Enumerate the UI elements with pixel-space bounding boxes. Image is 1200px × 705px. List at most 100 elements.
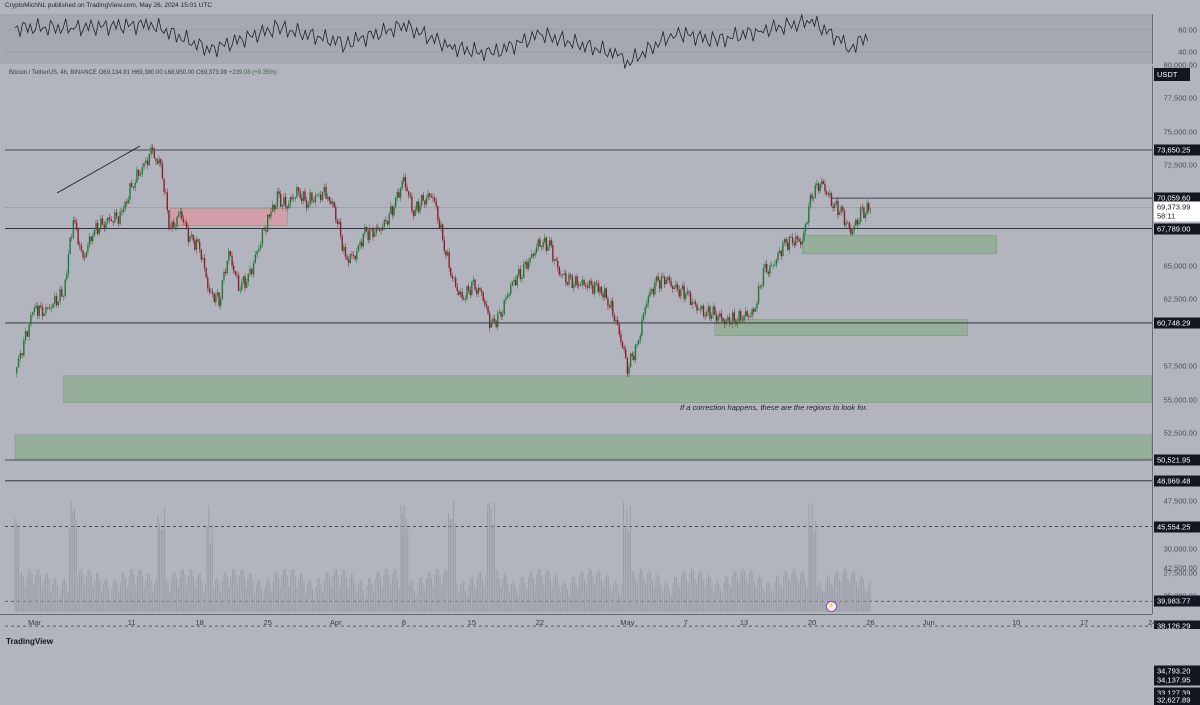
candle-body: [346, 256, 348, 260]
volume-bar: [487, 505, 489, 612]
price-tick-label: 30,000.00: [1163, 544, 1197, 554]
volume-bar: [247, 578, 249, 612]
candle-body: [194, 240, 196, 250]
candle-body: [463, 298, 465, 300]
time-axis[interactable]: Mar 11 18 25 Apr 8 15 22 May 7 13 20 26 Jun 10 17 24: [0, 614, 1156, 629]
volume-bar: [138, 569, 140, 612]
tradingview-logo-icon[interactable]: TradingView: [6, 637, 53, 646]
candle-body: [588, 280, 591, 288]
candle-body: [448, 252, 450, 268]
volume-bar: [193, 576, 194, 612]
candle-body: [680, 289, 682, 297]
candle-body: [464, 298, 467, 300]
candle-body: [851, 230, 854, 235]
candle-body: [487, 306, 489, 314]
candle-body: [294, 197, 296, 199]
candle-body: [26, 331, 29, 337]
candle-body: [268, 214, 271, 217]
candle-body: [655, 276, 658, 283]
price-level-label: 67,789.00: [1154, 223, 1200, 235]
candle-body: [372, 228, 374, 237]
candle-body: [804, 223, 807, 232]
volume-bar: [16, 521, 18, 612]
volume-bar: [55, 579, 57, 612]
volume-bar: [249, 573, 251, 612]
candle-body: [514, 280, 517, 286]
candle-body: [720, 313, 723, 319]
volume-bar: [347, 588, 349, 612]
candle-body: [259, 244, 262, 249]
volume-bar: [221, 581, 223, 612]
candle-body: [211, 291, 214, 294]
volume-bar: [752, 572, 754, 612]
volume-bar: [119, 582, 121, 612]
candle-body: [620, 334, 622, 342]
volume-bar: [31, 574, 33, 612]
candle-body: [55, 296, 58, 306]
volume-bar: [784, 570, 786, 612]
volume-bar: [723, 582, 725, 612]
candle-body: [659, 280, 661, 289]
volume-bar: [74, 508, 75, 612]
candle-body: [443, 240, 445, 251]
volume-bar: [779, 583, 781, 612]
candle-body: [74, 220, 76, 223]
candle-body: [88, 236, 91, 246]
volume-bar: [272, 580, 274, 612]
candle-body: [360, 242, 363, 247]
candle-body: [597, 283, 599, 292]
candle-body: [433, 198, 436, 202]
volume-bar: [65, 582, 67, 612]
candle-body: [539, 239, 541, 247]
volume-bar: [352, 574, 354, 612]
currency-badge[interactable]: USDT: [1154, 68, 1190, 81]
volume-bar: [754, 581, 755, 612]
candle-body: [52, 303, 54, 309]
volume-bar: [680, 576, 682, 612]
candle-body: [715, 314, 718, 321]
candle-body: [95, 223, 97, 231]
volume-bar: [456, 583, 458, 612]
candle-body: [356, 251, 358, 260]
volume-bar: [75, 520, 77, 612]
volume-bar: [825, 581, 827, 612]
volume-bar: [451, 519, 453, 612]
price-axis[interactable]: 80,000.0077,500.0075,000.0072,500.0067,5…: [1152, 60, 1200, 705]
main-chart[interactable]: [0, 0, 1200, 649]
candle-body: [725, 319, 727, 325]
time-tick-label: 24: [1148, 618, 1157, 627]
candle-body: [197, 239, 199, 242]
volume-bar: [19, 574, 21, 612]
volume-bar: [538, 568, 540, 612]
candle-body: [430, 195, 433, 198]
volume-bar: [441, 584, 443, 612]
volume-bar: [244, 576, 245, 612]
volume-bar: [485, 574, 487, 612]
time-tick-label: 26: [866, 618, 875, 627]
price-level-label: 38,126.29: [1154, 620, 1200, 632]
candle-body: [657, 276, 659, 281]
volume-bar: [551, 587, 553, 612]
candle-body: [432, 197, 434, 199]
candle-body: [244, 276, 246, 288]
candle-body: [765, 264, 768, 273]
candle-body: [311, 192, 313, 201]
lightning-icon[interactable]: ⚡: [826, 601, 837, 612]
candle-body: [160, 159, 162, 164]
price-tick-label: 27,500.00: [1163, 568, 1197, 577]
volume-bar: [686, 579, 687, 612]
candle-body: [139, 174, 142, 176]
candle-body: [683, 285, 685, 299]
candle-body: [136, 169, 138, 183]
candle-body: [576, 276, 578, 286]
candle-body: [440, 224, 442, 229]
candle-body: [558, 267, 561, 275]
volume-bar: [337, 575, 339, 612]
volume-bar: [145, 578, 147, 612]
candle-body: [534, 252, 536, 256]
volume-bar: [67, 591, 69, 612]
candle-body: [210, 291, 212, 293]
candle-body: [411, 196, 413, 211]
candle-body: [547, 246, 549, 251]
candle-body: [736, 321, 739, 325]
